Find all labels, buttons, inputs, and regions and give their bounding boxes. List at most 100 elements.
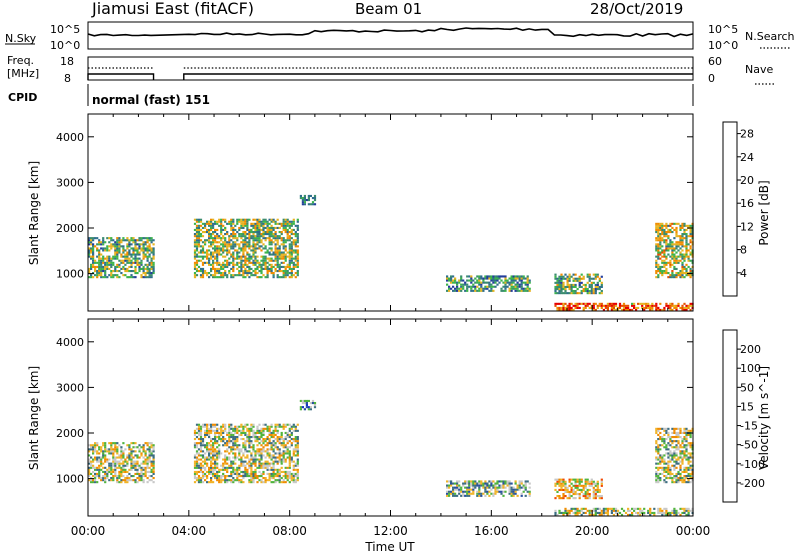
echo-cell bbox=[272, 448, 275, 451]
echo-cell bbox=[598, 511, 601, 514]
echo-cell bbox=[266, 466, 269, 469]
echo-cell bbox=[462, 484, 465, 487]
power-colorbar-label: Power [dB] bbox=[757, 180, 771, 245]
echo-cell bbox=[570, 482, 573, 485]
echo-cell bbox=[238, 257, 241, 260]
echo-cell bbox=[661, 511, 664, 514]
echo-cell bbox=[665, 429, 668, 432]
echo-cell bbox=[276, 440, 279, 443]
echo-cell bbox=[132, 239, 135, 242]
echo-cell bbox=[657, 270, 660, 273]
echo-cell bbox=[222, 228, 225, 231]
echo-cell bbox=[655, 270, 658, 273]
echo-cell bbox=[576, 279, 579, 282]
echo-cell bbox=[148, 243, 151, 246]
echo-cell bbox=[266, 226, 269, 229]
echo-cell bbox=[600, 511, 603, 514]
echo-cell bbox=[258, 423, 261, 426]
echo-cell bbox=[199, 218, 203, 221]
echo-cell bbox=[193, 431, 197, 434]
echo-cell bbox=[655, 247, 658, 250]
echo-cell bbox=[195, 245, 199, 248]
echo-cell bbox=[288, 251, 291, 254]
echo-cell bbox=[204, 460, 207, 463]
echo-cell bbox=[657, 255, 660, 258]
echo-cell bbox=[152, 267, 155, 270]
echo-cell bbox=[268, 226, 271, 229]
echo-cell bbox=[578, 275, 581, 278]
echo-cell bbox=[152, 243, 155, 246]
echo-cell bbox=[268, 425, 271, 428]
echo-cell bbox=[292, 243, 295, 246]
echo-cell bbox=[584, 478, 587, 481]
echo-cell bbox=[252, 243, 255, 246]
echo-cell bbox=[266, 222, 269, 225]
echo-cell bbox=[112, 239, 115, 242]
echo-cell bbox=[262, 261, 265, 264]
echo-cell bbox=[258, 460, 261, 463]
echo-cell bbox=[558, 283, 561, 286]
echo-cell bbox=[244, 472, 247, 475]
echo-cell bbox=[98, 475, 101, 478]
echo-cell bbox=[667, 460, 670, 463]
echo-cell bbox=[242, 235, 245, 238]
echo-cell bbox=[681, 243, 684, 246]
echo-cell bbox=[659, 472, 662, 475]
echo-cell bbox=[138, 444, 141, 447]
echo-cell bbox=[576, 484, 579, 487]
echo-cell bbox=[106, 458, 109, 461]
echo-cell bbox=[679, 272, 682, 275]
echo-cell bbox=[201, 231, 205, 234]
echo-cell bbox=[562, 288, 565, 291]
echo-cell bbox=[134, 265, 137, 268]
echo-cell bbox=[114, 460, 117, 463]
echo-cell bbox=[148, 454, 151, 457]
echo-cell bbox=[659, 456, 662, 459]
echo-cell bbox=[290, 472, 293, 475]
echo-cell bbox=[256, 466, 259, 469]
echo-cell bbox=[236, 243, 239, 246]
echo-cell bbox=[639, 507, 642, 510]
echo-cell bbox=[683, 431, 686, 434]
echo-cell bbox=[256, 265, 259, 268]
echo-cell bbox=[667, 306, 670, 309]
echo-cell bbox=[520, 494, 523, 497]
echo-cell bbox=[88, 479, 91, 482]
echo-cell bbox=[274, 259, 277, 262]
echo-cell bbox=[659, 427, 662, 430]
echo-cell bbox=[311, 402, 315, 405]
echo-cell bbox=[580, 273, 583, 276]
echo-cell bbox=[462, 490, 465, 493]
echo-cell bbox=[679, 456, 682, 459]
echo-cell bbox=[675, 511, 678, 514]
echo-cell bbox=[512, 494, 515, 497]
echo-cell bbox=[683, 429, 686, 432]
echo-cell bbox=[685, 235, 688, 238]
echo-cell bbox=[118, 247, 121, 250]
echo-cell bbox=[677, 222, 680, 225]
echo-cell bbox=[560, 480, 563, 483]
echo-cell bbox=[270, 231, 273, 234]
echo-cell bbox=[124, 253, 127, 256]
echo-cell bbox=[594, 283, 597, 286]
echo-cell bbox=[292, 468, 295, 471]
echo-cell bbox=[685, 304, 688, 307]
echo-cell bbox=[214, 472, 217, 475]
echo-cell bbox=[130, 237, 133, 240]
echo-cell bbox=[238, 433, 241, 436]
echo-cell bbox=[502, 494, 505, 497]
echo-cell bbox=[197, 228, 201, 231]
echo-cell bbox=[212, 481, 215, 484]
echo-cell bbox=[488, 277, 491, 280]
echo-cell bbox=[612, 509, 615, 512]
echo-cell bbox=[278, 454, 281, 457]
echo-cell bbox=[116, 477, 119, 480]
echo-cell bbox=[130, 460, 133, 463]
echo-cell bbox=[193, 261, 197, 264]
echo-cell bbox=[272, 235, 275, 238]
echo-cell bbox=[673, 507, 676, 510]
echo-cell bbox=[266, 479, 269, 482]
echo-cell bbox=[268, 243, 271, 246]
echo-cell bbox=[685, 247, 688, 250]
echo-cell bbox=[216, 450, 219, 453]
